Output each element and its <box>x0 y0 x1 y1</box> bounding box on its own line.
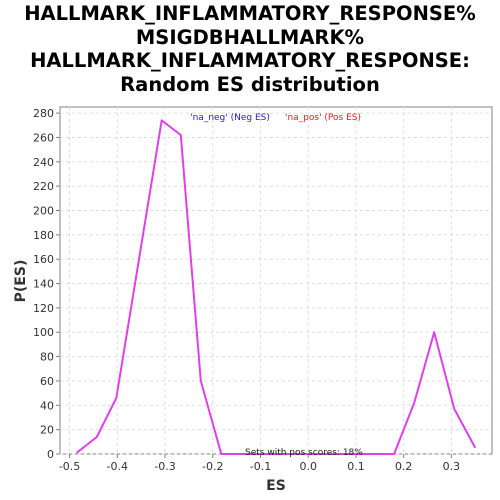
title-line-4: Random ES distribution <box>120 72 380 96</box>
y-tick-label: 140 <box>33 278 54 291</box>
y-tick-label: 220 <box>33 180 54 193</box>
x-tick-label: -0.3 <box>154 460 175 473</box>
y-tick-label: 100 <box>33 326 54 339</box>
x-tick-label: -0.2 <box>202 460 223 473</box>
axes: -0.5 -0.4 -0.3 -0.2 -0.1 0.0 0.1 0.2 0.3 0 20 40 60 8… <box>33 107 460 473</box>
y-tick-label: 20 <box>40 424 54 437</box>
y-tick-label: 280 <box>33 107 54 120</box>
series <box>76 119 477 455</box>
x-tick-label: 0.3 <box>443 460 461 473</box>
title-line-2: MSIGDBHALLMARK% <box>135 25 365 49</box>
y-tick-label: 40 <box>40 399 54 412</box>
y-tick-label: 200 <box>33 204 54 217</box>
x-tick-label: -0.5 <box>59 460 80 473</box>
annotation-pos-scores: Sets with pos scores: 18% <box>245 448 363 458</box>
legend: 'na_neg' (Neg ES) 'na_pos' (Pos ES) <box>190 113 361 123</box>
y-tick-label: 60 <box>40 375 54 388</box>
x-tick-label: -0.4 <box>107 460 128 473</box>
title-line-1: HALLMARK_INFLAMMATORY_RESPONSE% <box>24 2 476 25</box>
x-tick-label: -0.1 <box>250 460 271 473</box>
legend-entry-pos: 'na_pos' (Pos ES) <box>285 113 361 123</box>
y-tick-label: 80 <box>40 351 54 364</box>
y-axis-label: P(ES) <box>13 260 29 303</box>
x-tick-label: 0.0 <box>299 460 317 473</box>
y-tick-label: 120 <box>33 302 54 315</box>
plot-area <box>59 106 493 455</box>
y-tick-label: 0 <box>47 448 54 461</box>
x-axis-label: ES <box>266 478 286 494</box>
series-line <box>76 119 477 455</box>
y-tick-label: 260 <box>33 131 54 144</box>
x-tick-label: 0.2 <box>395 460 413 473</box>
x-tick-label: 0.1 <box>347 460 365 473</box>
title-line-3: HALLMARK_INFLAMMATORY_RESPONSE: <box>30 49 470 72</box>
y-tick-label: 160 <box>33 253 54 266</box>
y-tick-label: 180 <box>33 229 54 242</box>
legend-entry-neg: 'na_neg' (Neg ES) <box>190 113 270 123</box>
chart-title: HALLMARK_INFLAMMATORY_RESPONSE% MSIGDBHA… <box>0 2 500 96</box>
y-tick-label: 240 <box>33 156 54 169</box>
